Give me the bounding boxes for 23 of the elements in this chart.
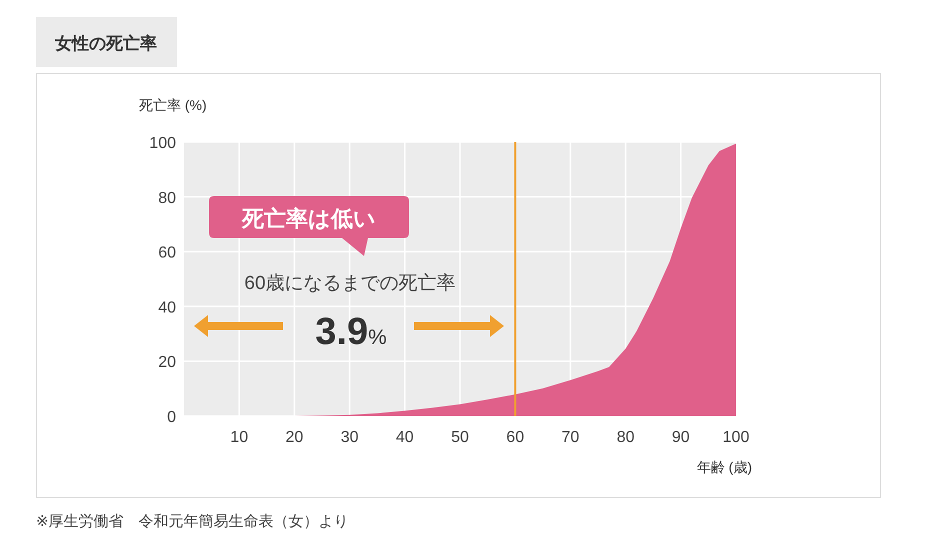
- y-tick-label: 80: [158, 190, 176, 207]
- y-axis-title: 死亡率 (%): [139, 97, 207, 113]
- y-tick-label: 100: [149, 135, 176, 152]
- annotation: 3.9%: [315, 311, 387, 353]
- y-tick-label: 20: [158, 354, 176, 372]
- x-tick-label: 20: [286, 429, 304, 446]
- x-tick-label: 90: [672, 429, 690, 446]
- annotation: 死亡率は低い: [241, 206, 376, 231]
- y-tick-label: 0: [167, 409, 176, 426]
- x-tick-label: 30: [340, 429, 359, 446]
- x-tick-label: 80: [616, 429, 635, 446]
- y-tick-label: 40: [158, 299, 176, 316]
- x-tick-label: 50: [451, 429, 469, 446]
- x-tick-label: 70: [562, 429, 580, 446]
- x-axis-title: 年齢 (歳): [696, 459, 752, 475]
- x-tick-label: 100: [722, 429, 750, 446]
- x-tick-label: 10: [230, 429, 248, 446]
- annotation: 60歳になるまでの死亡率: [244, 272, 456, 294]
- text: ※厚生労働省 令和元年簡易生命表（女）より: [36, 513, 349, 530]
- y-tick-label: 60: [158, 244, 176, 262]
- x-tick-label: 60: [506, 429, 524, 446]
- chart-title: 女性の死亡率: [54, 34, 157, 53]
- x-tick-label: 40: [396, 429, 414, 446]
